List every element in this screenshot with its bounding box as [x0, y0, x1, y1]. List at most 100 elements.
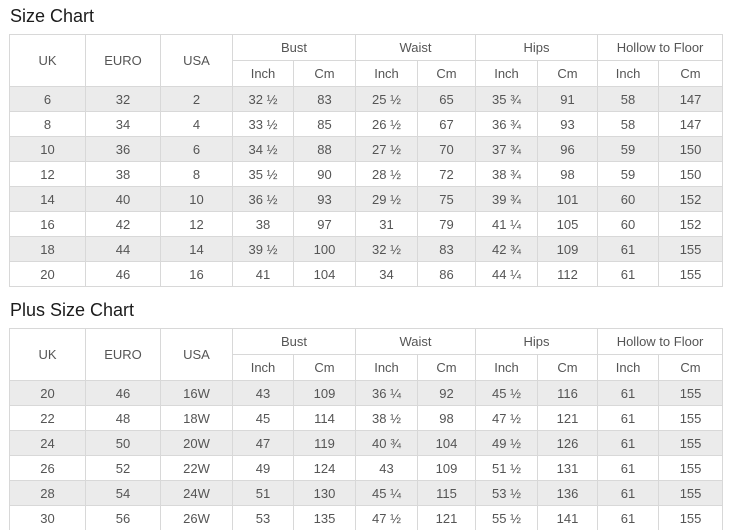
- table-cell: 49: [232, 455, 294, 481]
- column-group-hips: Hips: [475, 34, 599, 61]
- table-cell: 24: [9, 430, 86, 456]
- table-cell: 93: [537, 111, 599, 137]
- table-cell: 53 ½: [475, 480, 539, 506]
- table-cell: 27 ½: [355, 136, 419, 162]
- table-cell: 56: [85, 505, 161, 530]
- table-cell: 22: [9, 405, 86, 431]
- table-cell: 20: [9, 380, 86, 406]
- table-cell: 36 ¼: [355, 380, 419, 406]
- table-cell: 83: [292, 86, 357, 112]
- table-cell: 61: [597, 261, 660, 287]
- unit-header-cm: Cm: [292, 60, 357, 87]
- table-cell: 51 ½: [475, 455, 539, 481]
- column-group-bust: Bust: [231, 34, 357, 61]
- unit-header-inch: Inch: [355, 60, 419, 87]
- table-cell: 47: [232, 430, 294, 456]
- table-cell: 61: [597, 405, 660, 431]
- table-row: 10 36 6 34 ½ 88 27 ½ 70 37 ¾ 96 59 150: [9, 136, 724, 162]
- table-cell: 22W: [160, 455, 233, 481]
- table-row: 16 42 12 38 97 31 79 41 ¼ 105 60 152: [9, 211, 724, 237]
- header-row-units: Inch Cm Inch Cm Inch Cm Inch Cm: [10, 60, 724, 87]
- table-cell: 44: [85, 236, 161, 262]
- table-cell: 28: [9, 480, 86, 506]
- table-cell: 52: [85, 455, 161, 481]
- table-cell: 121: [537, 405, 599, 431]
- table-cell: 18: [9, 236, 86, 262]
- table-cell: 72: [417, 161, 477, 187]
- table-cell: 58: [597, 111, 660, 137]
- table-cell: 31: [355, 211, 419, 237]
- table-cell: 41 ¼: [475, 211, 539, 237]
- table-row: 14 40 10 36 ½ 93 29 ½ 75 39 ¾ 101 60 152: [9, 186, 724, 212]
- table-cell: 29 ½: [355, 186, 419, 212]
- unit-header-cm: Cm: [658, 354, 724, 381]
- table-cell: 98: [417, 405, 477, 431]
- unit-header-cm: Cm: [537, 354, 599, 381]
- table-row: 12 38 8 35 ½ 90 28 ½ 72 38 ¾ 98 59 150: [9, 161, 724, 187]
- table-cell: 47 ½: [475, 405, 539, 431]
- table-cell: 88: [292, 136, 357, 162]
- table-cell: 34: [85, 111, 161, 137]
- table-cell: 116: [537, 380, 599, 406]
- table-cell: 141: [537, 505, 599, 530]
- unit-header-inch: Inch: [597, 354, 660, 381]
- table-cell: 131: [537, 455, 599, 481]
- table-cell: 96: [537, 136, 599, 162]
- unit-header-cm: Cm: [417, 60, 477, 87]
- unit-header-cm: Cm: [417, 354, 477, 381]
- header-row-units: Inch Cm Inch Cm Inch Cm Inch Cm: [10, 354, 724, 381]
- plus-size-chart-table: UK EURO USA Bust Waist Hips Hollow to Floor Inc…: [9, 328, 724, 530]
- table-row: 22 48 18W 45 114 38 ½ 98 47 ½ 121 61 155: [9, 405, 724, 431]
- table-cell: 155: [658, 505, 724, 530]
- column-header-euro: EURO: [85, 34, 161, 87]
- table-cell: 26: [9, 455, 86, 481]
- table-cell: 61: [597, 455, 660, 481]
- table-cell: 124: [292, 455, 357, 481]
- table-cell: 155: [658, 455, 724, 481]
- table-cell: 91: [537, 86, 599, 112]
- table-cell: 40: [85, 186, 161, 212]
- table-cell: 155: [658, 430, 724, 456]
- table-cell: 38: [232, 211, 294, 237]
- unit-header-inch: Inch: [355, 354, 419, 381]
- table-cell: 46: [85, 261, 161, 287]
- unit-header-inch: Inch: [597, 60, 660, 87]
- table-row: 6 32 2 32 ½ 83 25 ½ 65 35 ¾ 91 58 147: [9, 86, 724, 112]
- table-row: 24 50 20W 47 119 40 ¾ 104 49 ½ 126 61 155: [9, 430, 724, 456]
- table-cell: 121: [417, 505, 477, 530]
- table-cell: 60: [597, 186, 660, 212]
- table-cell: 48: [85, 405, 161, 431]
- table-cell: 20: [9, 261, 86, 287]
- table-cell: 104: [292, 261, 357, 287]
- unit-header-cm: Cm: [292, 354, 357, 381]
- table-cell: 75: [417, 186, 477, 212]
- table-row: 18 44 14 39 ½ 100 32 ½ 83 42 ¾ 109 61 155: [9, 236, 724, 262]
- table-cell: 37 ¾: [475, 136, 539, 162]
- column-header-usa: USA: [160, 34, 233, 87]
- table-cell: 61: [597, 430, 660, 456]
- table-cell: 59: [597, 136, 660, 162]
- table-cell: 45 ¼: [355, 480, 419, 506]
- table-cell: 41: [232, 261, 294, 287]
- table-cell: 10: [160, 186, 233, 212]
- table-cell: 150: [658, 136, 724, 162]
- table-cell: 100: [292, 236, 357, 262]
- table-cell: 152: [658, 186, 724, 212]
- column-group-waist: Waist: [355, 34, 477, 61]
- table-row: 20 46 16W 43 109 36 ¼ 92 45 ½ 116 61 155: [9, 380, 724, 406]
- table-cell: 43: [355, 455, 419, 481]
- table-cell: 105: [537, 211, 599, 237]
- table-cell: 60: [597, 211, 660, 237]
- table-cell: 79: [417, 211, 477, 237]
- unit-header-cm: Cm: [537, 60, 599, 87]
- table-cell: 36 ½: [232, 186, 294, 212]
- table-cell: 130: [292, 480, 357, 506]
- table-cell: 109: [417, 455, 477, 481]
- table-cell: 155: [658, 236, 724, 262]
- table-cell: 92: [417, 380, 477, 406]
- table-cell: 16: [9, 211, 86, 237]
- column-group-hollow-to-floor: Hollow to Floor: [597, 34, 724, 61]
- table-cell: 35 ¾: [475, 86, 539, 112]
- table-cell: 38 ½: [355, 405, 419, 431]
- column-group-bust: Bust: [231, 328, 357, 355]
